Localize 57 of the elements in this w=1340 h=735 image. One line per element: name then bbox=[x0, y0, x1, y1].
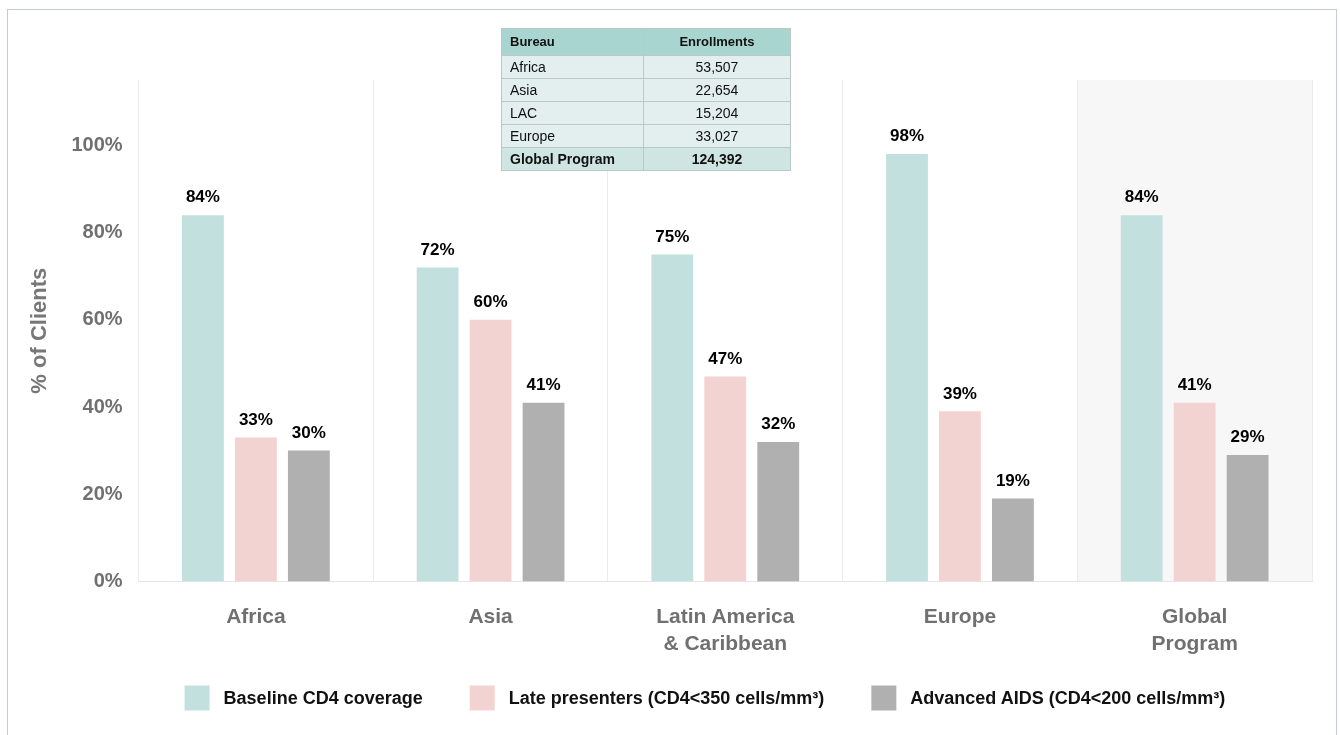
data-label: 98% bbox=[889, 126, 925, 146]
annotation: Global Program bbox=[501, 147, 644, 171]
bar bbox=[416, 267, 459, 582]
bar bbox=[939, 411, 981, 582]
text: Africa bbox=[510, 59, 546, 75]
x-tick-label: Asia bbox=[468, 603, 514, 627]
bar bbox=[234, 437, 277, 582]
bar bbox=[651, 254, 694, 582]
bar bbox=[1120, 215, 1163, 582]
annotation: Asia bbox=[501, 78, 644, 102]
legend-label: Advanced AIDS (CD4<200 cells/mm³) bbox=[910, 687, 1226, 708]
y-tick-label: 40% bbox=[82, 394, 123, 417]
bar bbox=[1173, 402, 1216, 582]
bar bbox=[287, 450, 330, 582]
x-tick-label: Latin America & Caribbean bbox=[656, 603, 795, 655]
data-label: 41% bbox=[1177, 374, 1212, 394]
data-label: 33% bbox=[238, 409, 273, 429]
data-label: 60% bbox=[473, 291, 508, 311]
data-label: 75% bbox=[655, 226, 690, 246]
legend-label: Late presenters (CD4<350 cells/mm³) bbox=[508, 687, 825, 708]
bar bbox=[1226, 454, 1269, 582]
y-tick-label: 80% bbox=[82, 220, 123, 243]
bar bbox=[992, 498, 1034, 582]
annotation: 124,392 bbox=[643, 147, 791, 171]
data-label: 29% bbox=[1230, 427, 1265, 447]
x-tick-label: Africa bbox=[226, 603, 286, 627]
bar bbox=[704, 376, 747, 582]
data-label: 84% bbox=[1124, 187, 1159, 207]
text: Bureau bbox=[510, 34, 555, 49]
annotation: LAC bbox=[501, 101, 644, 125]
x-tick-label: Global Program bbox=[1151, 603, 1238, 655]
y-tick-label: 0% bbox=[93, 568, 123, 591]
data-label: 84% bbox=[185, 187, 220, 207]
annotation: 22,654 bbox=[643, 78, 791, 102]
data-label: 47% bbox=[708, 348, 743, 368]
bar bbox=[182, 215, 224, 582]
y-tick-label: 60% bbox=[82, 307, 123, 330]
x-tick-label: Europe bbox=[923, 603, 997, 627]
bar bbox=[469, 319, 512, 582]
bar bbox=[757, 441, 800, 582]
bar bbox=[886, 154, 928, 582]
annotation: 33,027 bbox=[643, 124, 791, 148]
bar bbox=[522, 402, 565, 582]
text: 53,507 bbox=[695, 59, 739, 75]
y-tick-label: 20% bbox=[82, 481, 123, 504]
text: Enrollments bbox=[679, 34, 755, 49]
annotation: Europe bbox=[501, 124, 644, 148]
y-axis-title: % of Clients bbox=[26, 267, 52, 394]
annotation: 15,204 bbox=[643, 101, 791, 125]
data-label: 72% bbox=[420, 239, 455, 259]
data-label: 19% bbox=[995, 470, 1030, 490]
y-tick-label: 100% bbox=[71, 132, 123, 155]
data-label: 32% bbox=[761, 414, 796, 434]
data-label: 30% bbox=[291, 422, 326, 442]
legend-label: Baseline CD4 coverage bbox=[223, 687, 423, 708]
data-label: 41% bbox=[526, 374, 561, 394]
data-label: 39% bbox=[942, 383, 977, 403]
